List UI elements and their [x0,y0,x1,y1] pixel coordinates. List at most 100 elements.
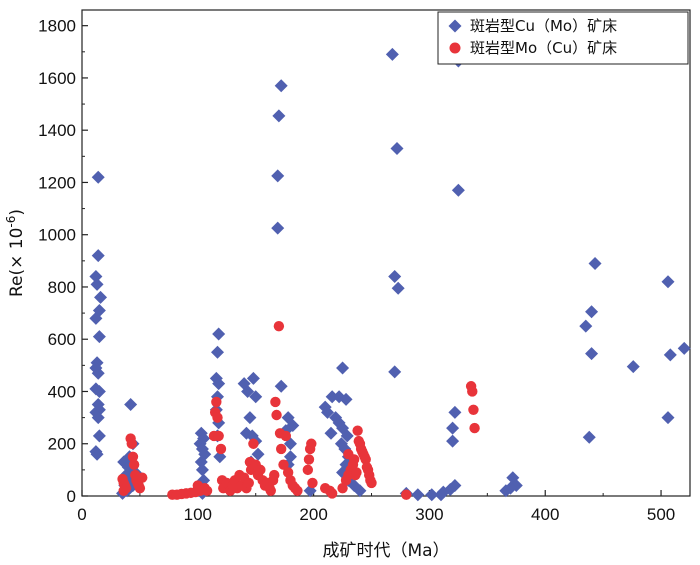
mo-cu-point [306,438,317,449]
cu-mo-point [661,275,675,289]
x-tick-label: 500 [647,505,675,524]
cu-mo-point [194,455,208,469]
cu-mo-point [585,305,599,319]
mo-cu-point [280,430,292,442]
axes: 0 100 200 300 400 500 0 200 400 600 800 1000 1200 140… [38,17,675,524]
cu-mo-point [446,434,460,448]
mo-cu-point [213,430,224,442]
cu-mo-point [425,488,439,502]
legend-label: 斑岩型Mo（Cu）矿床 [470,39,617,57]
cu-mo-point [661,411,675,425]
mo-cu-point [360,454,371,465]
x-axis-title: 成矿时代（Ma） [322,541,449,561]
y-tick-label: 800 [48,278,76,297]
cu-mo-point [90,277,104,291]
mo-cu-point [302,464,314,476]
cu-mo-point [503,481,517,495]
cu-mo-point [212,327,226,341]
y-tick-label: 0 [67,487,76,506]
cu-mo-point [124,398,138,412]
cu-mo-point [246,371,260,385]
y-axis-title-close: ) [7,209,27,216]
mo-cu-point [201,485,213,496]
mo-cu-point [351,467,362,478]
mo-cu-point [275,443,287,455]
cu-mo-point [663,348,677,362]
mo-cu-point [243,477,254,489]
cu-mo-point [274,379,288,393]
cu-mo-point [325,390,339,404]
mo-cu-point [307,477,318,489]
mo-cu-point [467,386,478,397]
mo-cu-point [212,412,223,423]
mo-cu-point [348,454,360,465]
cu-mo-point [91,411,105,425]
mo-cu-point [128,459,140,470]
cu-mo-point [92,384,106,398]
cu-mo-point [274,79,288,93]
cu-mo-point [385,47,399,61]
cu-mo-point [353,484,367,498]
cu-mo-point [92,429,106,443]
cu-mo-point [579,319,593,333]
cu-mo-point [411,488,425,502]
cu-mo-point [339,392,353,406]
cu-mo-point [271,169,285,183]
mo-cu-point [326,488,338,499]
mo-cu-point [118,485,129,496]
cu-mo-point [251,447,265,461]
mo-cu-point [401,489,412,500]
x-tick-label: 100 [184,505,212,524]
cu-mo-point [271,221,285,235]
cu-mo-point [241,384,255,398]
y-tick-label: 1600 [38,69,76,88]
mo-cu-point [127,451,139,463]
legend-box [437,11,689,65]
cu-mo-point [324,426,338,440]
cu-mo-point [210,345,224,359]
y-tick-label: 200 [48,435,76,454]
mo-cu-point [270,396,281,408]
mo-cu-point [468,404,479,415]
x-tick-label: 300 [415,505,443,524]
mo-cu-point [126,438,137,449]
series-mo-cu [117,320,480,500]
cu-mo-point [436,485,450,499]
data-points [89,47,691,502]
series-cu-mo [89,47,691,502]
cu-mo-point [391,281,405,295]
cu-mo-point [388,270,402,284]
cu-mo-point [272,109,286,123]
cu-mo-point [243,411,257,425]
cu-mo-point [585,347,599,361]
cu-mo-point [91,249,105,263]
legend-diamond-icon [448,19,462,33]
mo-cu-point [273,320,285,332]
x-tick-label: 200 [299,505,327,524]
mo-cu-point [271,409,282,421]
y-axis-title: Re(× 10-6) [4,209,27,297]
mo-cu-point [469,422,480,434]
cu-mo-point [451,183,465,197]
cu-mo-point [249,390,263,404]
cu-mo-point [195,463,209,477]
cu-mo-point [89,270,103,284]
mo-cu-point [248,438,259,449]
y-tick-label: 1200 [38,173,76,192]
mo-cu-point [215,443,227,455]
plot-border [81,9,691,497]
y-axis-title-base: Re(× 10 [7,228,27,297]
plot-area [81,9,691,497]
cu-mo-point [582,430,596,444]
mo-cu-point [282,467,294,478]
legend-circle-icon [449,42,461,54]
mo-cu-point [366,477,377,489]
mo-cu-point [255,464,266,476]
mo-cu-point [337,482,348,494]
x-tick-label: 0 [77,505,86,524]
cu-mo-point [89,311,103,325]
cu-mo-point [446,421,460,435]
cu-mo-point [448,405,462,419]
cu-mo-point [94,290,108,304]
